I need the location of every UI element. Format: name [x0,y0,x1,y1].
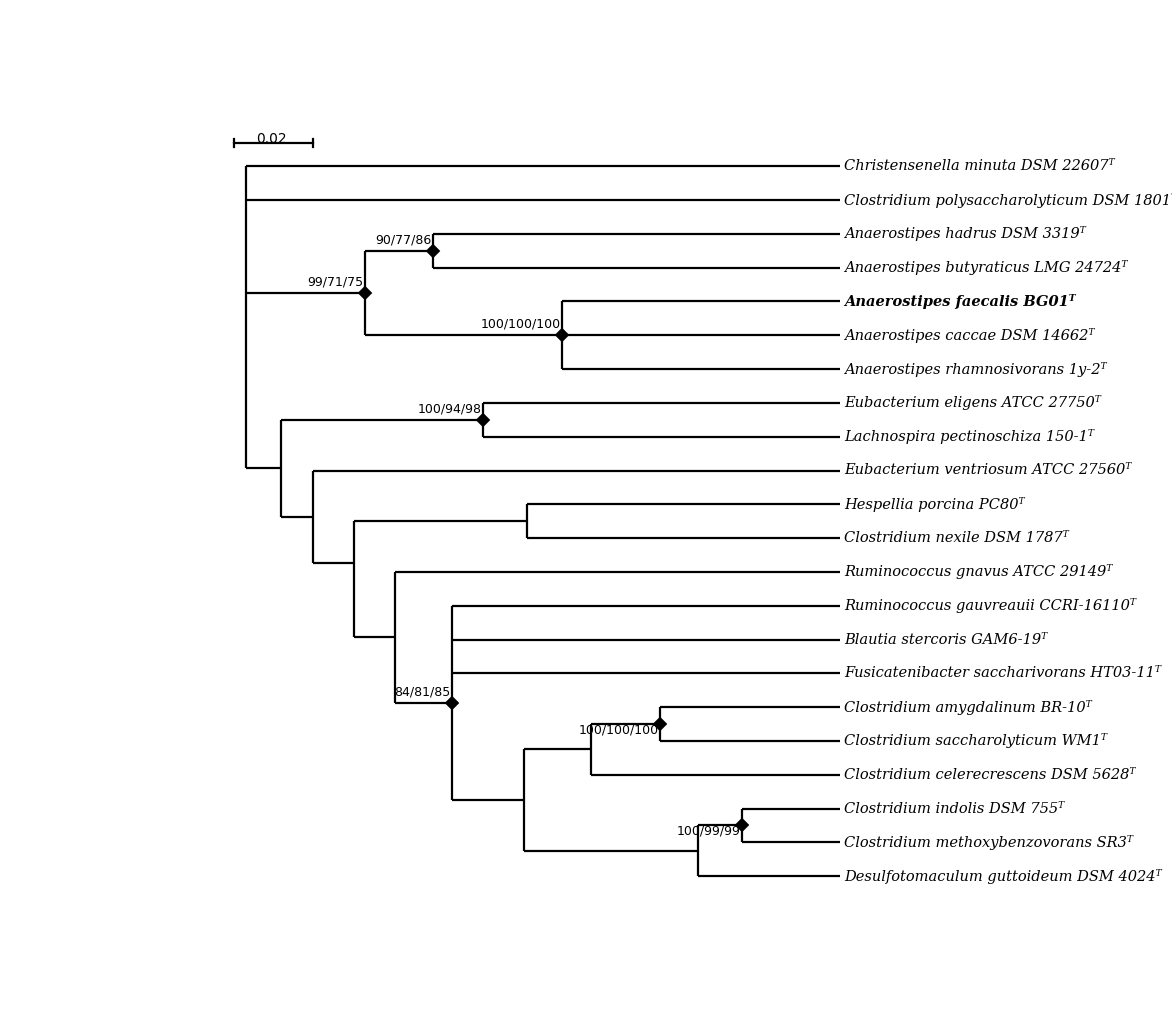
Text: Clostridium celerecrescens DSM 5628ᵀ: Clostridium celerecrescens DSM 5628ᵀ [844,767,1136,782]
Text: Lachnospira pectinoschiza 150-1ᵀ: Lachnospira pectinoschiza 150-1ᵀ [844,429,1093,444]
Text: 100/100/100: 100/100/100 [579,723,659,737]
Text: Ruminococcus gauvreauii CCRI-16110ᵀ: Ruminococcus gauvreauii CCRI-16110ᵀ [844,598,1136,614]
Text: Clostridium indolis DSM 755ᵀ: Clostridium indolis DSM 755ᵀ [844,801,1064,816]
Text: 100/100/100: 100/100/100 [481,318,560,330]
Text: 90/77/86: 90/77/86 [375,233,431,246]
Text: 0.02: 0.02 [257,131,287,146]
Text: Clostridium methoxybenzovorans SR3ᵀ: Clostridium methoxybenzovorans SR3ᵀ [844,835,1133,850]
Text: Anaerostipes caccae DSM 14662ᵀ: Anaerostipes caccae DSM 14662ᵀ [844,327,1095,343]
Text: Christensenella minuta DSM 22607ᵀ: Christensenella minuta DSM 22607ᵀ [844,159,1115,173]
Text: Anaerostipes hadrus DSM 3319ᵀ: Anaerostipes hadrus DSM 3319ᵀ [844,227,1085,241]
Text: Eubacterium eligens ATCC 27750ᵀ: Eubacterium eligens ATCC 27750ᵀ [844,395,1101,410]
Text: Eubacterium ventriosum ATCC 27560ᵀ: Eubacterium ventriosum ATCC 27560ᵀ [844,464,1131,477]
Text: Anaerostipes faecalis BG01ᵀ: Anaerostipes faecalis BG01ᵀ [844,294,1076,309]
Text: 100/99/99: 100/99/99 [676,825,741,838]
Text: Clostridium polysaccharolyticum DSM 1801ᵀ: Clostridium polysaccharolyticum DSM 1801… [844,193,1172,207]
Text: Desulfotomaculum guttoideum DSM 4024ᵀ: Desulfotomaculum guttoideum DSM 4024ᵀ [844,869,1161,883]
Text: Anaerostipes rhamnosivorans 1y-2ᵀ: Anaerostipes rhamnosivorans 1y-2ᵀ [844,361,1106,377]
Text: Clostridium nexile DSM 1787ᵀ: Clostridium nexile DSM 1787ᵀ [844,531,1069,545]
Text: Hespellia porcina PC80ᵀ: Hespellia porcina PC80ᵀ [844,497,1024,512]
Text: Anaerostipes butyraticus LMG 24724ᵀ: Anaerostipes butyraticus LMG 24724ᵀ [844,261,1127,275]
Text: 84/81/85: 84/81/85 [394,685,450,699]
Text: Ruminococcus gnavus ATCC 29149ᵀ: Ruminococcus gnavus ATCC 29149ᵀ [844,564,1112,580]
Text: 100/94/98: 100/94/98 [417,402,482,416]
Text: Fusicatenibacter saccharivorans HT03-11ᵀ: Fusicatenibacter saccharivorans HT03-11ᵀ [844,666,1161,680]
Text: Clostridium amygdalinum BR-10ᵀ: Clostridium amygdalinum BR-10ᵀ [844,700,1092,715]
Text: 99/71/75: 99/71/75 [307,275,363,288]
Text: Blautia stercoris GAM6-19ᵀ: Blautia stercoris GAM6-19ᵀ [844,633,1048,646]
Text: Clostridium saccharolyticum WM1ᵀ: Clostridium saccharolyticum WM1ᵀ [844,734,1108,748]
